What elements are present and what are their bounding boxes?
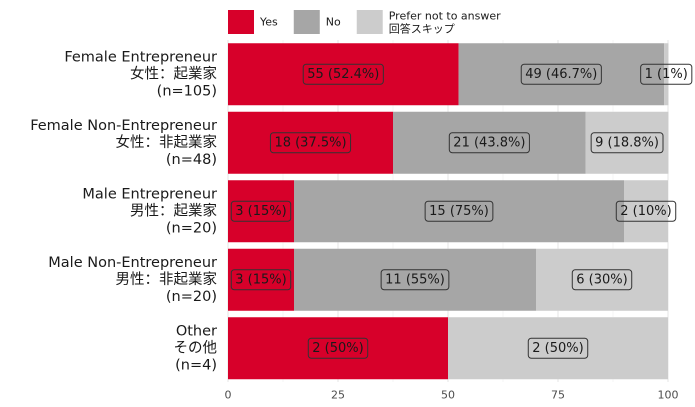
data-label: 21 (43.8%) — [453, 135, 525, 150]
data-label-box — [615, 200, 677, 222]
bar-segment — [228, 248, 294, 311]
legend-swatch — [293, 10, 320, 34]
data-label-box — [230, 200, 292, 222]
data-label-box — [424, 200, 494, 222]
category-label-line: Male Non-Entrepreneur — [48, 255, 217, 271]
data-label-box — [448, 132, 530, 154]
bar-segment — [458, 43, 665, 106]
category-label-line: (n=48) — [166, 152, 217, 168]
category-label-line: (n=20) — [166, 220, 217, 236]
data-label-box — [520, 63, 602, 85]
bar-segment — [294, 180, 624, 243]
data-label: 11 (55%) — [385, 272, 445, 287]
data-label-box — [307, 337, 369, 359]
legend-label: 回答スキップ — [389, 22, 455, 36]
data-label-box — [640, 63, 693, 85]
data-labels-layer: 55 (52.4%) 49 (46.7%) 1 (1%) 18 (37.5%) 21 (… — [230, 63, 693, 359]
legend-label: Yes — [259, 16, 278, 29]
bar-segment — [228, 111, 393, 174]
category-label-line: 女性：非起業家 — [116, 133, 218, 151]
category-label-line: Female Entrepreneur — [64, 49, 217, 65]
bar-segment — [228, 43, 459, 106]
category-label-line: その他 — [174, 339, 218, 356]
bar-segment — [228, 317, 448, 380]
data-label: 55 (52.4%) — [307, 67, 379, 82]
category-label-line: 男性：非起業家 — [116, 271, 218, 288]
data-label: 3 (15%) — [235, 204, 286, 219]
bar-segment — [393, 111, 586, 174]
x-tick-label: 100 — [658, 389, 679, 402]
legend-label: Prefer not to answer — [389, 10, 501, 23]
data-label: 2 (50%) — [312, 341, 363, 356]
legend-swatch — [228, 10, 254, 34]
bar-segment — [448, 317, 668, 380]
category-label-line: Male Entrepreneur — [82, 186, 217, 202]
bar-segment — [664, 43, 669, 106]
category-label-line: Other — [176, 323, 217, 339]
legend-label: No — [326, 16, 341, 29]
category-label-line: (n=4) — [175, 357, 217, 373]
data-label-box — [269, 132, 352, 154]
bar-segment — [585, 111, 669, 174]
data-label: 15 (75%) — [429, 204, 489, 219]
data-label-box — [302, 63, 384, 85]
category-label-line: 女性：起業家 — [130, 64, 217, 82]
data-label: 1 (1%) — [645, 67, 688, 82]
x-tick-label: 50 — [441, 389, 455, 402]
category-label-line: Female Non-Entrepreneur — [30, 118, 217, 134]
x-tick-labels-layer: 0 25 50 75 100 — [225, 389, 679, 402]
data-label: 18 (37.5%) — [274, 135, 346, 150]
bar-segment — [228, 180, 294, 243]
bar-segment — [536, 248, 668, 311]
x-tick-label: 0 — [225, 389, 232, 402]
data-label: 9 (18.8%) — [595, 135, 659, 150]
data-label: 2 (10%) — [620, 204, 671, 219]
x-tick-label: 75 — [551, 389, 565, 402]
legend-swatch — [356, 10, 383, 34]
data-label-box — [230, 269, 292, 291]
data-label: 2 (50%) — [532, 341, 583, 356]
data-label: 49 (46.7%) — [525, 67, 597, 82]
bar-segment — [294, 248, 536, 311]
data-label-box — [380, 269, 450, 291]
bars-layer — [228, 43, 669, 380]
category-label-line: (n=20) — [166, 289, 217, 305]
category-label-line: (n=105) — [157, 83, 217, 99]
data-label-box — [571, 269, 633, 291]
data-label: 3 (15%) — [235, 272, 286, 287]
category-label-line: 男性：起業家 — [130, 202, 217, 219]
bar-segment — [624, 180, 668, 243]
data-label-box — [590, 132, 664, 154]
data-label-box — [527, 337, 589, 359]
data-label: 6 (30%) — [576, 272, 627, 287]
x-tick-label: 25 — [331, 389, 345, 402]
